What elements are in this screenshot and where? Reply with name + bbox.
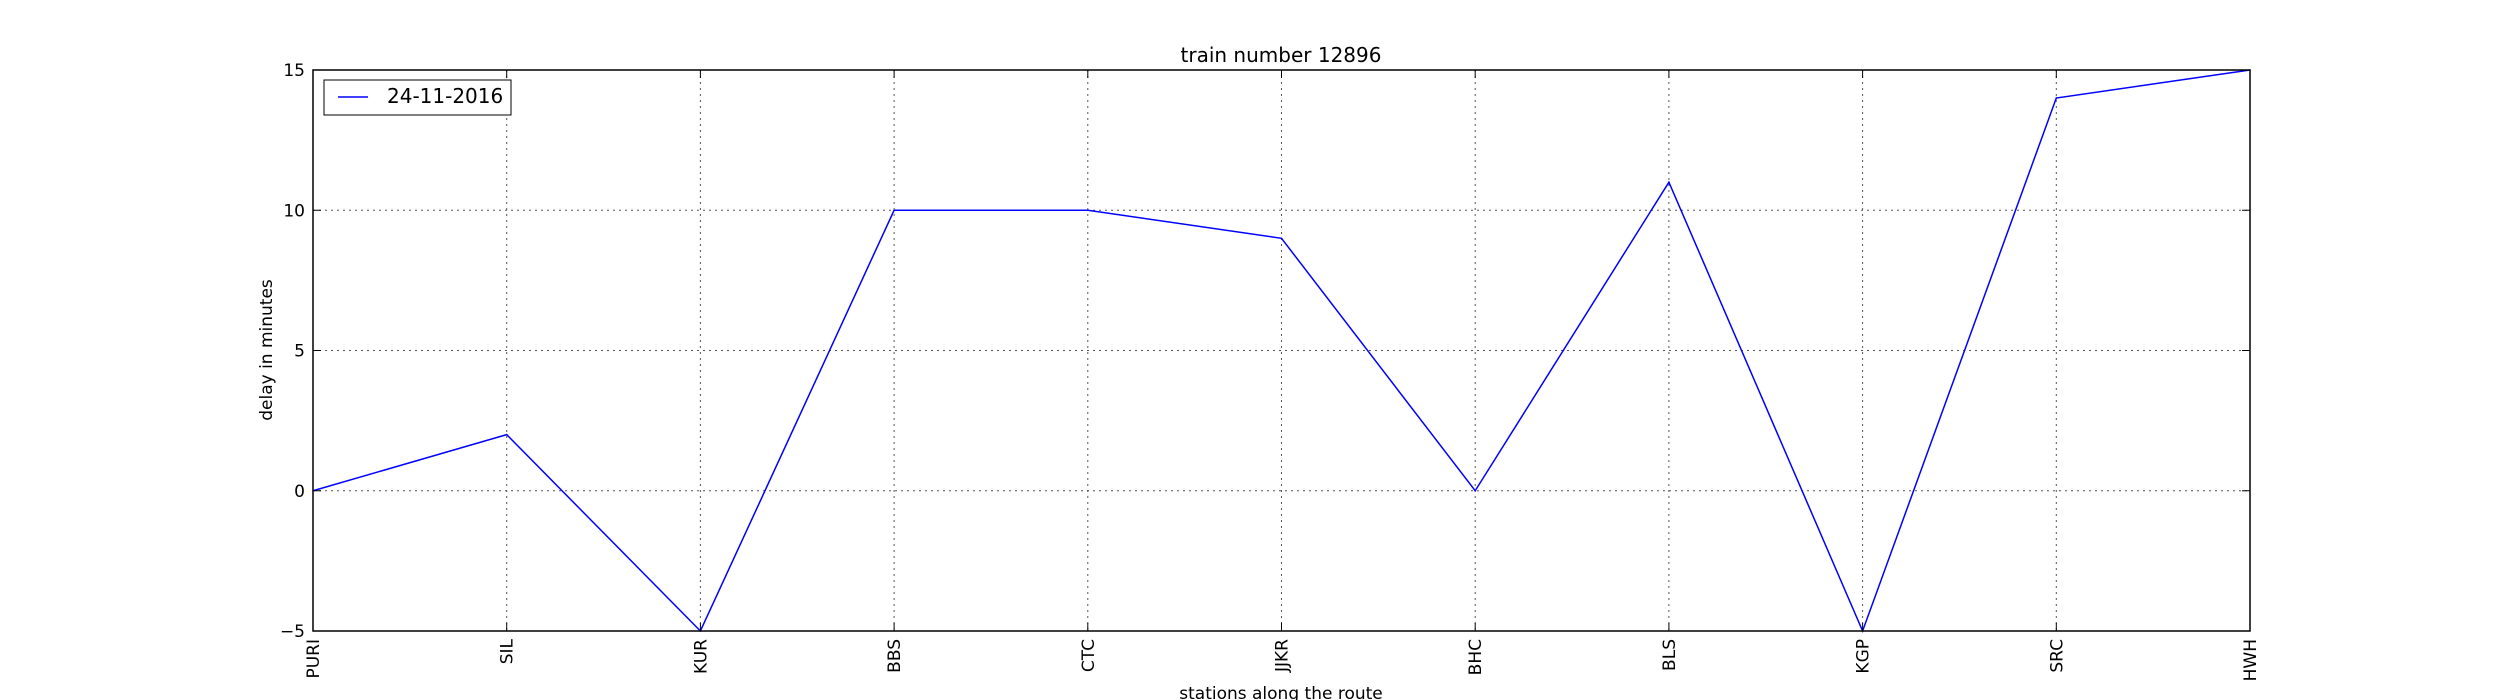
data-point (505, 433, 508, 436)
y-tick-label: 15 (283, 61, 305, 81)
x-tick-label: BBS (885, 639, 905, 673)
x-tick-label: BLS (1660, 639, 1680, 671)
data-point (1087, 209, 1089, 212)
chart-title: train number 12896 (1181, 43, 1382, 67)
x-tick-label: PURI (304, 639, 324, 679)
x-tick-label: KGP (1854, 639, 1874, 674)
x-tick-label: SRC (2047, 639, 2067, 673)
x-tick-label: SIL (498, 638, 518, 664)
x-tick-label: HWH (2241, 639, 2261, 681)
data-point (893, 209, 895, 212)
x-tick-label: KUR (691, 639, 711, 674)
x-tick-label: CTC (1079, 639, 1099, 672)
y-tick-label: 5 (294, 342, 305, 362)
data-point (1668, 181, 1670, 183)
x-axis-label: stations along the route (1179, 684, 1383, 700)
y-tick-label: −5 (280, 622, 305, 642)
x-tick-label: BHC (1466, 639, 1486, 675)
y-tick-label: 0 (294, 482, 305, 502)
y-axis: −5 0 5 10 15 (280, 61, 2250, 642)
legend-label: 24-11-2016 (387, 84, 503, 108)
data-point (1474, 489, 1476, 492)
data-point (2055, 97, 2058, 99)
x-axis: PURI SIL KUR BBS CTC JJKR BHC BLS KGP SRC HWH (304, 70, 2261, 681)
data-point (1280, 237, 1283, 240)
y-axis-label: delay in minutes (257, 279, 277, 421)
y-tick-label: 10 (283, 201, 305, 221)
x-tick-label: JJKR (1273, 639, 1293, 673)
legend: 24-11-2016 (323, 79, 512, 116)
